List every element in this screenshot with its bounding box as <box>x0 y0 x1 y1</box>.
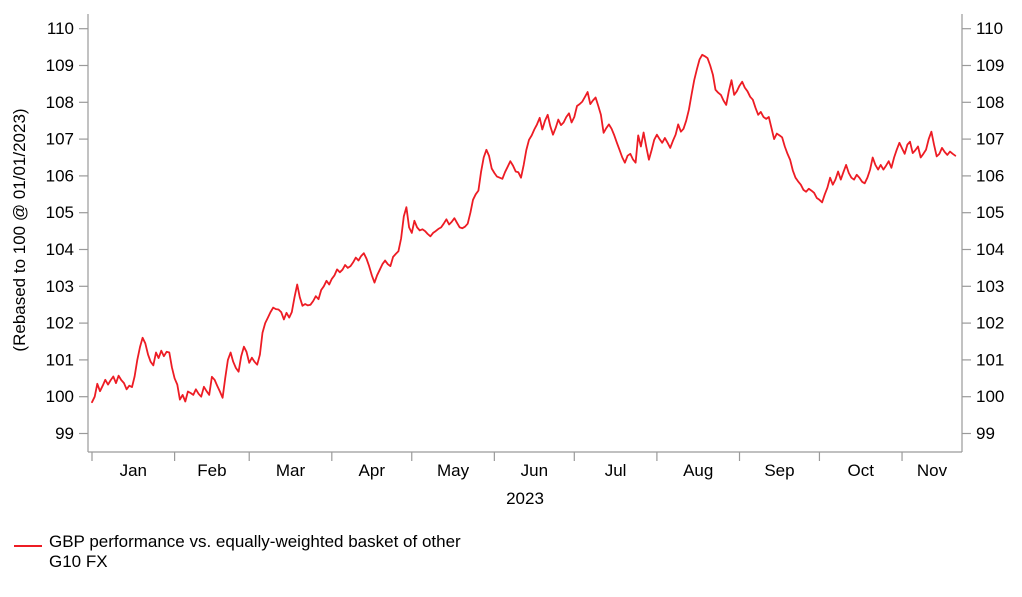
line-chart: 99 99 100 100 101 101 102 102 103 103 104 104 105 105… <box>10 14 1004 508</box>
y-tick-label-right: 104 <box>976 240 1004 259</box>
x-year-label: 2023 <box>506 489 544 508</box>
series-line-gbp <box>91 53 957 404</box>
x-month-label: Jul <box>605 461 627 480</box>
y-tick-label-left: 109 <box>46 56 74 75</box>
y-tick-label-left: 105 <box>46 203 74 222</box>
y-tick-label-right: 108 <box>976 93 1004 112</box>
y-tick-label-right: 107 <box>976 130 1004 149</box>
legend-line-marker <box>14 545 42 548</box>
legend-label: GBP performance vs. equally-weighted bas… <box>49 532 461 571</box>
y-tick-label-left: 110 <box>47 19 74 38</box>
y-tick-label-right: 102 <box>976 314 1004 333</box>
y-tick-label-left: 108 <box>46 93 74 112</box>
y-tick-label-left: 103 <box>46 277 74 296</box>
y-tick-label-left: 101 <box>46 350 74 369</box>
y-tick-label-right: 109 <box>976 56 1004 75</box>
y-tick-label-left: 104 <box>46 240 74 259</box>
y-tick-label-right: 100 <box>976 387 1004 406</box>
x-month-label: Oct <box>848 461 875 480</box>
chart-legend: GBP performance vs. equally-weighted bas… <box>14 532 479 571</box>
y-axis-title: (Rebased to 100 @ 01/01/2023) <box>10 108 29 351</box>
x-month-label: Feb <box>197 461 226 480</box>
x-month-label: May <box>437 461 470 480</box>
x-month-label: Nov <box>917 461 948 480</box>
x-month-label: Sep <box>764 461 794 480</box>
y-tick-label-right: 99 <box>976 424 995 443</box>
y-tick-label-right: 103 <box>976 277 1004 296</box>
y-tick-label-left: 107 <box>46 130 74 149</box>
y-tick-label-right: 106 <box>976 166 1004 185</box>
y-tick-label-right: 110 <box>976 19 1003 38</box>
x-month-label: Mar <box>276 461 306 480</box>
y-tick-label-left: 99 <box>55 424 74 443</box>
x-month-label: Aug <box>683 461 713 480</box>
y-tick-label-left: 100 <box>46 387 74 406</box>
y-tick-label-right: 101 <box>976 350 1004 369</box>
x-month-label: Apr <box>359 461 386 480</box>
y-tick-label-left: 106 <box>46 166 74 185</box>
x-month-label: Jun <box>521 461 548 480</box>
y-tick-label-left: 102 <box>46 314 74 333</box>
y-tick-label-right: 105 <box>976 203 1004 222</box>
x-month-label: Jan <box>120 461 147 480</box>
